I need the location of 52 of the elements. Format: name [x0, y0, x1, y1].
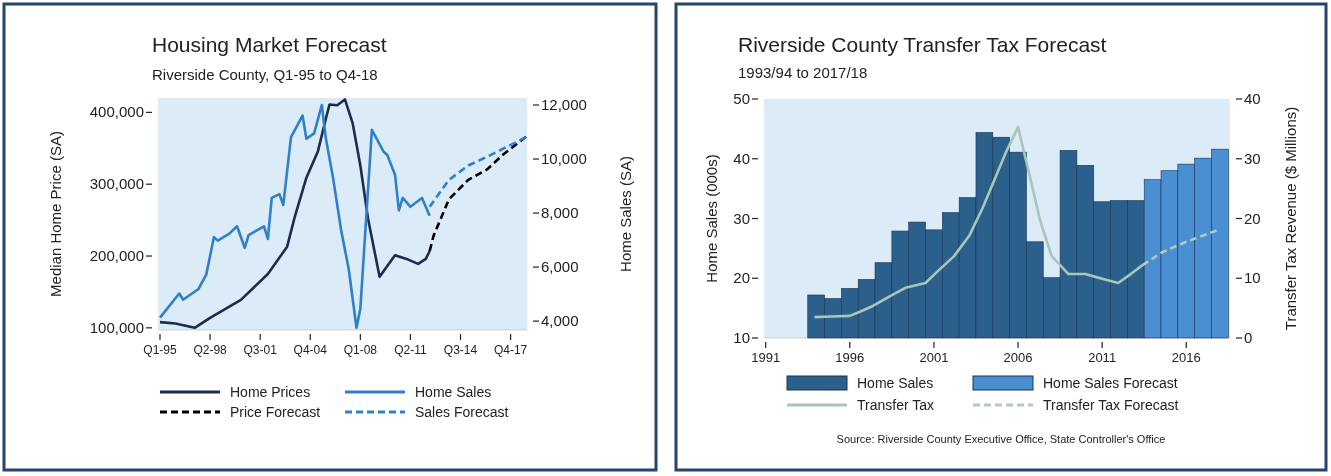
legend-label: Home Sales	[857, 375, 934, 391]
y-axis-title: Home Sales (000s)	[703, 154, 720, 283]
x-tick-label: Q2-11	[394, 343, 427, 357]
y-tick-label: 100,000	[89, 318, 144, 336]
y-tick-label: 10	[733, 329, 750, 346]
legend-label: Home Sales Forecast	[1043, 375, 1178, 391]
x-tick-label: Q4-04	[293, 343, 328, 357]
x-tick-label: Q3-01	[243, 343, 278, 357]
chart-subtitle: 1993/94 to 2017/18	[738, 64, 868, 81]
line-series	[428, 135, 528, 253]
x-tick-label: Q4-17	[493, 343, 528, 357]
source-note: Source: Riverside County Executive Office, State Controller's Office	[836, 433, 1166, 445]
y2-tick-label: 12,000	[541, 96, 587, 114]
legend-label: Sales Forecast	[415, 404, 509, 420]
y-tick-label: 40	[733, 149, 750, 167]
y-tick-label: 30	[733, 209, 750, 227]
legend-label: Transfer Tax Forecast	[1043, 397, 1179, 413]
chart-title: Riverside County Transfer Tax Forecast	[738, 33, 1107, 56]
chart-subtitle: Riverside County, Q1-95 to Q4-18	[152, 66, 378, 83]
x-tick-label: 2016	[1171, 350, 1201, 365]
legend-label: Home Prices	[230, 384, 311, 400]
y2-axis-title: Transfer Tax Revenue ($ Millions)	[1282, 106, 1299, 331]
y-tick-label: 300,000	[89, 175, 144, 193]
y2-axis-title: Home Sales (SA)	[617, 156, 634, 272]
y-tick-label: 400,000	[89, 103, 144, 121]
x-tick-label: 1996	[835, 350, 865, 365]
x-tick-label: Q1-95	[143, 343, 177, 357]
x-tick-label: 2001	[919, 350, 949, 365]
x-tick-label: 1991	[751, 350, 781, 365]
x-tick-label: 2011	[1088, 350, 1117, 365]
y-axis-title: Median Home Price (SA)	[47, 131, 64, 297]
x-tick-label: Q1-08	[343, 343, 378, 357]
x-tick-label: Q2-98	[193, 343, 228, 357]
y2-tick-label: 40	[1244, 90, 1261, 107]
y-tick-label: 200,000	[89, 247, 144, 265]
y2-tick-label: 20	[1244, 209, 1261, 227]
y-tick-label: 50	[733, 90, 750, 107]
x-tick-label: 2006	[1003, 350, 1033, 365]
legend-label: Home Sales	[415, 384, 492, 400]
y2-tick-label: 10,000	[541, 150, 587, 168]
y2-tick-label: 6,000	[541, 258, 579, 276]
line-series	[428, 135, 528, 209]
y2-tick-label: 4,000	[541, 312, 579, 330]
x-tick-label: Q3-14	[443, 343, 478, 357]
y2-tick-label: 8,000	[541, 204, 579, 222]
y2-tick-label: 30	[1244, 149, 1261, 167]
legend-label: Transfer Tax	[857, 397, 935, 413]
y2-tick-label: 10	[1244, 269, 1261, 287]
legend-label: Price Forecast	[230, 404, 321, 420]
y2-tick-label: 0	[1244, 329, 1253, 346]
y-tick-label: 20	[733, 269, 750, 287]
chart-title: Housing Market Forecast	[152, 33, 387, 56]
